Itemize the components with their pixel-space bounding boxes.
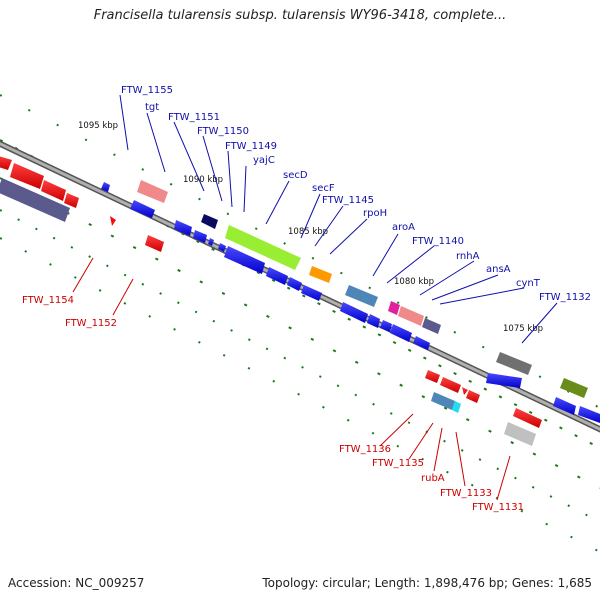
gene-label-ftw-1151[interactable]: FTW_1151 (168, 112, 220, 123)
gene-box[interactable] (266, 267, 288, 285)
gene-box[interactable] (398, 306, 424, 326)
gene-box[interactable] (301, 285, 322, 301)
gene-box[interactable] (345, 285, 378, 307)
gene-label-ftw-1133[interactable]: FTW_1133 (440, 488, 492, 499)
kbp-markers: 1095 kbp 1090 kbp 1085 kbp 1080 kbp 1075… (78, 121, 543, 334)
gene-box[interactable] (137, 180, 168, 203)
accession-text: Accession: NC_009257 (8, 576, 145, 590)
gene-box[interactable] (496, 352, 532, 375)
kbp-marker: 1085 kbp (288, 227, 328, 237)
gene-box[interactable] (425, 370, 440, 383)
gene-label-yajc[interactable]: yajC (253, 155, 275, 166)
gene-box[interactable] (101, 182, 110, 192)
gene-label-rpoh[interactable]: rpoH (363, 208, 387, 219)
gene-label-secd[interactable]: secD (283, 170, 308, 181)
gene-label-ftw-1140[interactable]: FTW_1140 (412, 236, 464, 247)
gene-box[interactable] (130, 200, 155, 218)
orf-boxes (201, 214, 588, 398)
gene-box[interactable] (462, 387, 468, 395)
bottom-labels: FTW_1154 FTW_1152 FTW_1136 FTW_1135 rubA… (22, 295, 524, 513)
gene-label-ftw-1155[interactable]: FTW_1155 (121, 85, 173, 96)
gene-label-secf[interactable]: secF (312, 183, 335, 194)
kbp-marker: 1075 kbp (503, 324, 543, 334)
gene-label-ansa[interactable]: ansA (486, 264, 511, 275)
gene-box[interactable] (64, 193, 79, 208)
gene-label-ftw-1132[interactable]: FTW_1132 (539, 292, 591, 303)
map-title: Francisella tularensis subsp. tularensis… (93, 8, 507, 23)
gene-box[interactable] (41, 180, 66, 201)
gene-box[interactable] (422, 318, 441, 334)
gene-box[interactable] (309, 266, 332, 283)
gene-label-ftw-1135[interactable]: FTW_1135 (372, 458, 424, 469)
gene-box[interactable] (553, 397, 576, 415)
gene-box[interactable] (218, 243, 226, 252)
gene-box[interactable] (466, 390, 480, 403)
top-leader-lines (119, 94, 558, 344)
gene-box[interactable] (201, 214, 218, 229)
gene-box[interactable] (145, 235, 164, 252)
gene-box[interactable] (208, 238, 214, 246)
gene-label-ftw-1154[interactable]: FTW_1154 (22, 295, 74, 306)
gene-box[interactable] (380, 320, 392, 332)
gene-box[interactable] (560, 378, 588, 398)
gene-box[interactable] (388, 301, 400, 315)
gene-box[interactable] (413, 336, 430, 350)
bottom-leader-lines (72, 257, 511, 501)
gene-box[interactable] (390, 324, 412, 342)
gene-label-ruba[interactable]: rubA (421, 473, 445, 484)
gene-box[interactable] (0, 178, 70, 222)
gene-box[interactable] (340, 302, 368, 323)
gene-box[interactable] (0, 155, 12, 170)
gene-track-forward (101, 182, 600, 423)
outer-gc-ring (0, 94, 600, 553)
kbp-marker: 1095 kbp (78, 121, 118, 131)
gene-box[interactable] (452, 401, 461, 413)
topology-text: Topology: circular; Length: 1,898,476 bp… (262, 576, 592, 590)
gene-track-reverse-top (0, 155, 168, 252)
kbp-marker: 1090 kbp (183, 175, 223, 185)
gene-label-ftw-1145[interactable]: FTW_1145 (322, 195, 374, 206)
gene-box[interactable] (224, 246, 265, 274)
gene-box[interactable] (486, 373, 522, 388)
gene-box[interactable] (10, 163, 44, 189)
gene-box[interactable] (431, 392, 455, 410)
gene-label-ftw-1131[interactable]: FTW_1131 (472, 502, 524, 513)
gene-box[interactable] (110, 216, 116, 226)
gene-box[interactable] (174, 220, 192, 236)
gene-label-ftw-1136[interactable]: FTW_1136 (339, 444, 391, 455)
gene-box[interactable] (504, 422, 536, 446)
gene-label-cynt[interactable]: cynT (516, 278, 541, 289)
gene-label-ftw-1152[interactable]: FTW_1152 (65, 318, 117, 329)
gene-box[interactable] (225, 225, 301, 270)
gene-box[interactable] (578, 406, 600, 423)
gene-track-reverse-bottom (110, 216, 542, 446)
gene-box[interactable] (367, 314, 380, 328)
gene-label-ftw-1149[interactable]: FTW_1149 (225, 141, 277, 152)
gene-label-tgt[interactable]: tgt (145, 102, 159, 113)
gene-label-rnha[interactable]: rnhA (456, 251, 480, 262)
gene-box[interactable] (287, 277, 302, 291)
gene-box[interactable] (513, 408, 542, 428)
top-labels: FTW_1155 tgt FTW_1151 FTW_1150 FTW_1149 … (121, 85, 591, 303)
gene-box[interactable] (193, 230, 207, 243)
gene-box[interactable] (440, 377, 461, 393)
gene-label-ftw-1150[interactable]: FTW_1150 (197, 126, 249, 137)
kbp-marker: 1080 kbp (394, 277, 434, 287)
gene-label-aroa[interactable]: aroA (392, 222, 415, 233)
